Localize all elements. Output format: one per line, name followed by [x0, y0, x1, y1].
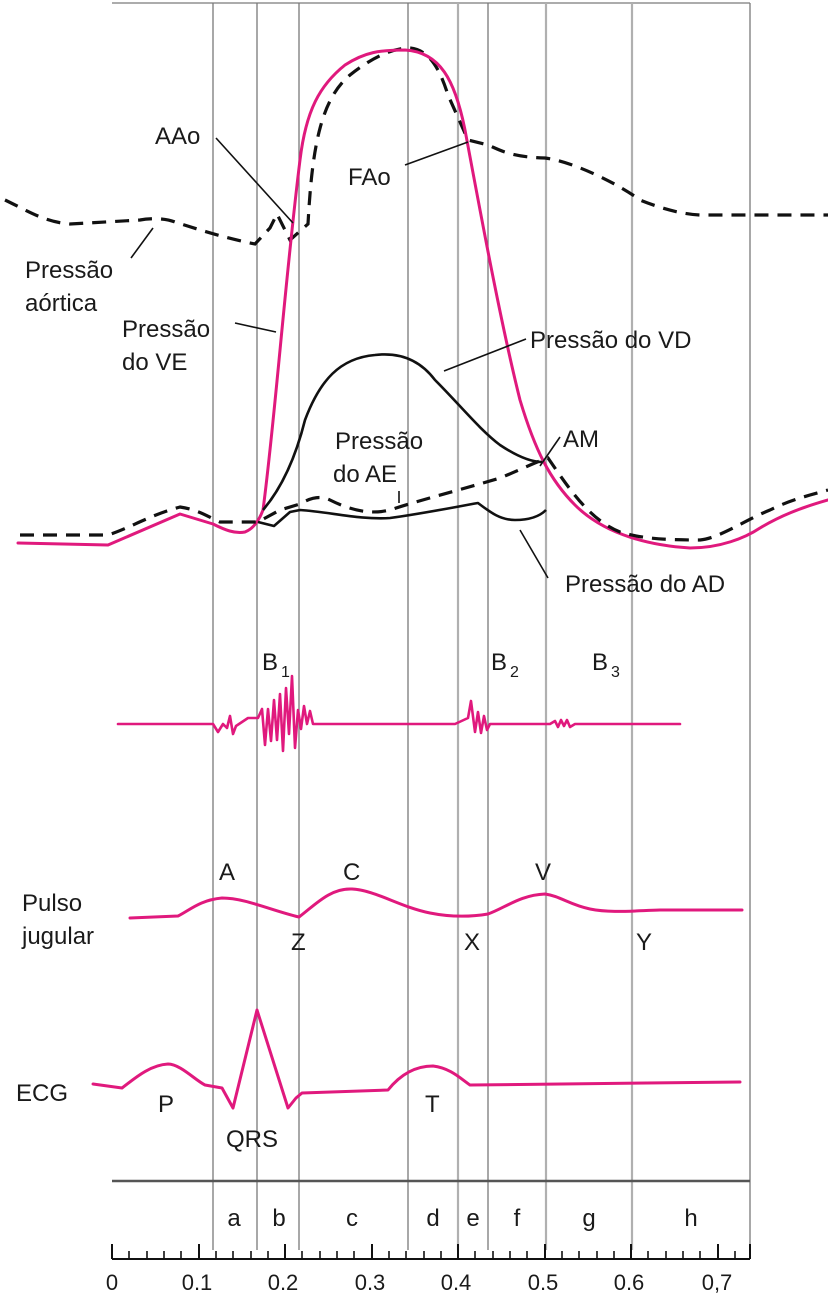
fao-leader: [404, 141, 469, 166]
phase-dividers: [212, 3, 634, 1250]
ra-leader: [519, 529, 549, 579]
phase-d-label: d: [426, 1205, 439, 1232]
phase-e-label: e: [466, 1205, 479, 1232]
phase-b-label: b: [272, 1205, 285, 1232]
wave-t-label: T: [425, 1091, 440, 1118]
axis-tick-0-1: 0.1: [182, 1270, 213, 1295]
aao-leader: [215, 137, 294, 224]
time-axis: [111, 1244, 751, 1260]
lv-pressure-label-line2: do VE: [122, 349, 187, 376]
la-pressure-label-line1: Pressão: [335, 428, 423, 455]
phase-h-label: h: [684, 1205, 697, 1232]
wave-z-label: Z: [291, 929, 306, 956]
aortic-pressure-label-line1: Pressão: [25, 257, 113, 284]
wave-qrs-label: QRS: [226, 1126, 278, 1153]
phase-c-label: c: [346, 1205, 358, 1232]
axis-tick-0-2: 0.2: [268, 1270, 299, 1295]
lv-leader: [234, 322, 277, 333]
aortic-pressure-label-line2: aórtica: [25, 290, 98, 317]
am-leader: [539, 436, 561, 467]
jugular-pulse-label-line1: Pulso: [22, 890, 82, 917]
la-pressure-label-line2: do AE: [333, 461, 397, 488]
jugular-pulse-label-line2: jugular: [21, 923, 94, 950]
wave-y-label: Y: [636, 929, 652, 956]
ecg-label: ECG: [16, 1080, 68, 1107]
phase-a-label: a: [227, 1205, 241, 1232]
ra-pressure-label: Pressão do AD: [565, 571, 725, 598]
heart-sounds-trace: [116, 674, 682, 753]
axis-tick-0-5: 0.5: [528, 1270, 559, 1295]
rv-leader: [443, 338, 527, 372]
jugular-pulse-curve: [128, 887, 744, 920]
aortic-leader: [130, 227, 154, 259]
aortic-pressure-curve: [4, 46, 828, 246]
axis-tick-0-6: 0.6: [614, 1270, 645, 1295]
wave-c-label: C: [343, 859, 360, 886]
lv-pressure-label-line1: Pressão: [122, 316, 210, 343]
wave-x-label: X: [464, 929, 480, 956]
wave-v-label: V: [535, 859, 551, 886]
phase-f-label: f: [514, 1205, 521, 1232]
phase-g-label: g: [582, 1205, 595, 1232]
aao-label: AAo: [155, 123, 200, 150]
la-pressure-curve: [20, 456, 828, 542]
wave-a-label: A: [219, 859, 235, 886]
ecg-trace: [91, 1008, 742, 1110]
axis-tick-0-7: 0,7: [702, 1270, 733, 1295]
axis-tick-0-3: 0.3: [355, 1270, 386, 1295]
am-label: AM: [563, 426, 599, 453]
axis-tick-0: 0: [106, 1270, 118, 1295]
ra-pressure-curve: [257, 501, 547, 528]
rv-pressure-label: Pressão do VD: [530, 327, 691, 354]
axis-tick-0-4: 0.4: [441, 1270, 472, 1295]
fao-label: FAo: [348, 164, 391, 191]
wave-p-label: P: [158, 1091, 174, 1118]
lv-pressure-curve: [16, 48, 828, 550]
rv-pressure-curve: [262, 353, 543, 511]
